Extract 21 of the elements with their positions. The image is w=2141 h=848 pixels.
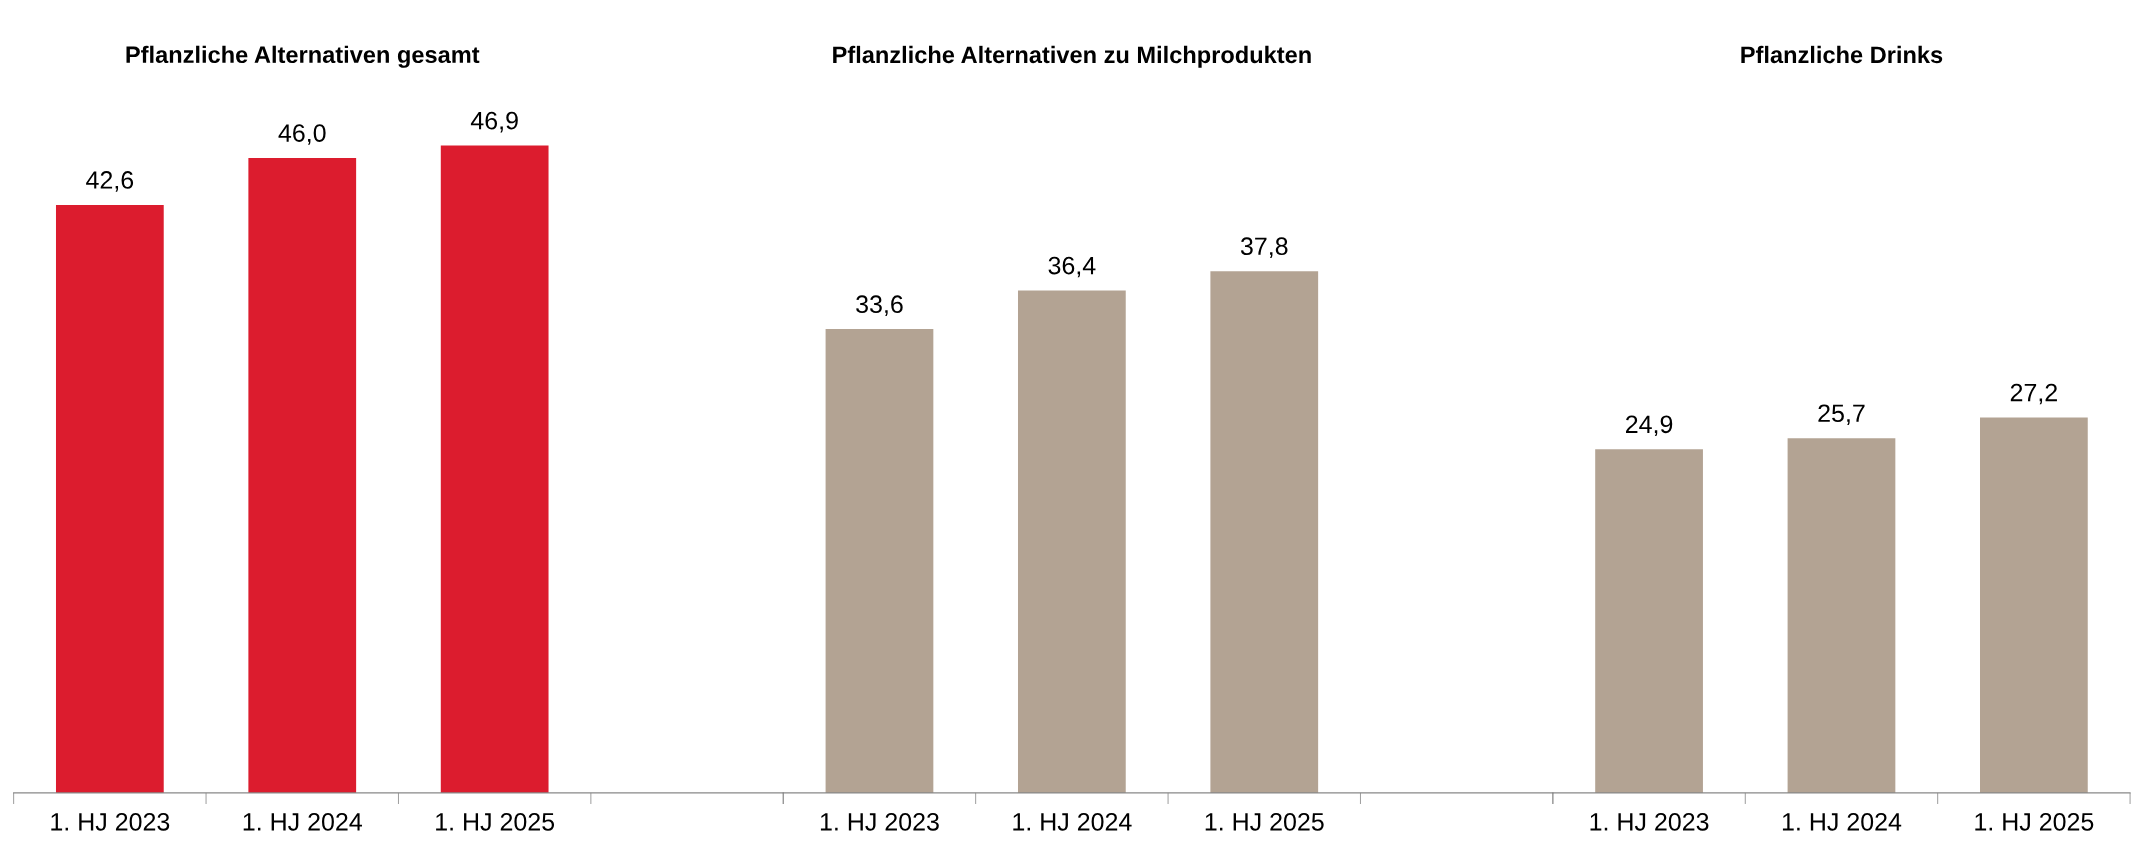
x-tick-label: 1. HJ 2025 [1205, 812, 1324, 831]
chart-title: Pflanzliche Alternativen zu Milchprodukten [833, 45, 1311, 68]
data-label: 42,6 [86, 171, 134, 192]
x-tick-label: 1. HJ 2023 [820, 812, 939, 831]
x-tick-label: 1. HJ 2024 [1013, 812, 1132, 831]
data-label: 46,9 [470, 111, 518, 133]
data-label: 24,9 [1626, 415, 1673, 437]
data-label: 33,6 [856, 295, 903, 316]
data-label: 27,2 [2010, 383, 2057, 405]
x-tick-label: 1. HJ 2024 [243, 812, 362, 831]
x-tick-label: 1. HJ 2023 [1590, 812, 1709, 831]
data-label: 25,7 [1818, 404, 1865, 426]
chart-title: Pflanzliche Alternativen gesamt [126, 45, 480, 68]
data-label: 37,8 [1240, 237, 1288, 259]
data-label: 36,4 [1048, 256, 1096, 278]
x-tick-label: 1. HJ 2023 [51, 812, 170, 831]
x-tick-label: 1. HJ 2025 [1975, 812, 2094, 831]
data-label: 46,0 [278, 124, 326, 145]
x-tick-label: 1. HJ 2024 [1782, 812, 1902, 831]
x-tick-label: 1. HJ 2025 [436, 812, 555, 831]
chart-title: Pflanzliche Drinks [1741, 45, 1943, 64]
